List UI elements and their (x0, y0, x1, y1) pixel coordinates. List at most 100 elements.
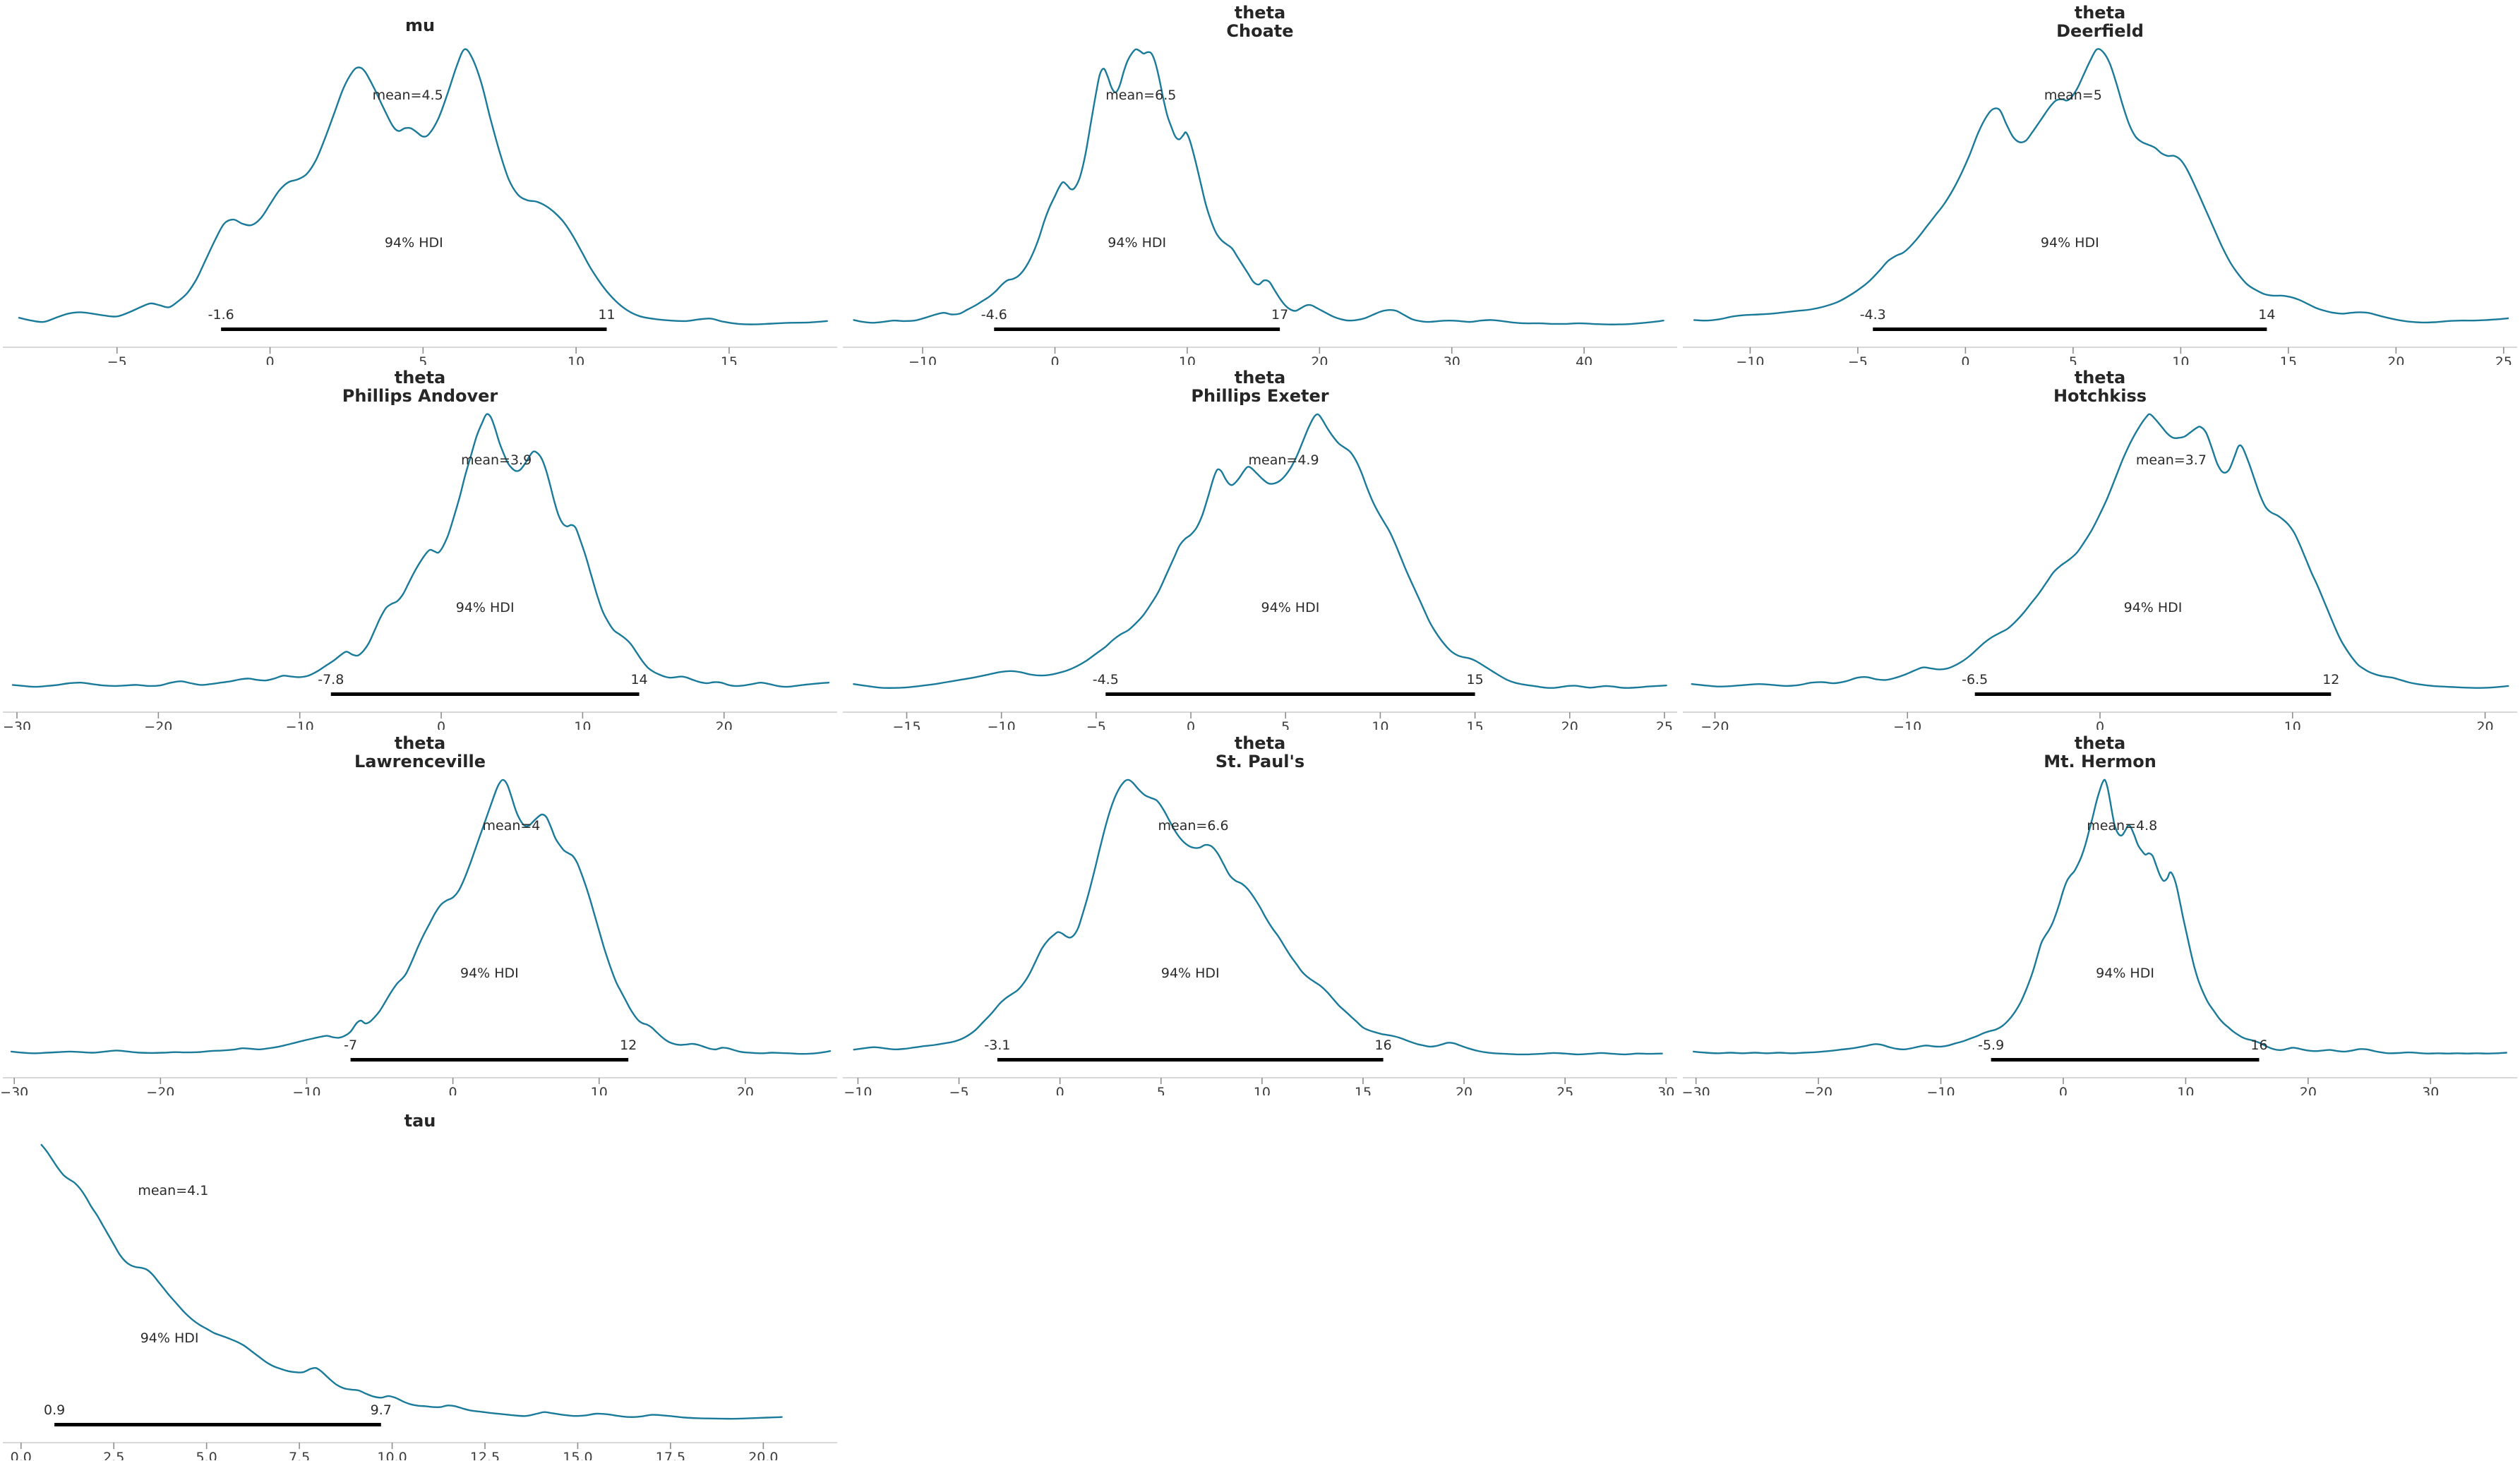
x-tick-label: −10 (908, 354, 937, 365)
subplot-theta-phillips-andover: theta Phillips Andover −30 −20 −10 0 10 20 -7.8 1… (0, 365, 840, 730)
subplot-theta-hotchkiss: theta Hotchkiss −20 −10 0 10 20 -6.5 12 94% HDI me… (1680, 365, 2520, 730)
hdi-probability-label: 94% HDI (385, 235, 443, 251)
hdi-probability-label: 94% HDI (1108, 235, 1166, 251)
hdi-bar (994, 327, 1280, 331)
x-tick-label: 0 (449, 1085, 457, 1095)
x-tick-label: −30 (0, 1085, 28, 1095)
kde-curve (1693, 778, 2507, 1054)
subplot-title-line2: Mt. Hermon (2044, 752, 2156, 771)
mean-label: mean=4.5 (373, 88, 443, 103)
x-tick-label: −10 (844, 1085, 872, 1095)
hdi-probability-label: 94% HDI (456, 600, 515, 615)
x-tick-label: 10 (2177, 1085, 2194, 1095)
subplot-title-line1: theta (395, 733, 446, 753)
x-tick-label: 10 (591, 1085, 608, 1095)
hdi-high-label: 9.7 (371, 1402, 392, 1418)
mean-label: mean=3.9 (461, 452, 532, 468)
kde-curve (853, 413, 1667, 689)
mean-label: mean=5 (2044, 88, 2102, 103)
subplot-title-line1: theta (1235, 3, 1286, 23)
hdi-low-label: -4.5 (1093, 672, 1119, 687)
x-tick-label: 20.0 (748, 1450, 778, 1460)
x-tick-label: 5.0 (196, 1450, 217, 1460)
kde-curve (1691, 413, 2509, 689)
hdi-low-label: -4.6 (981, 307, 1007, 323)
x-tick-label: 0 (2096, 719, 2104, 730)
hdi-high-label: 12 (620, 1038, 637, 1053)
subplot-title-line1: mu (405, 16, 435, 35)
subplot-title-line2: Choate (1226, 21, 1293, 41)
x-tick-label: 15 (1355, 1085, 1372, 1095)
hdi-high-label: 14 (2258, 307, 2275, 323)
subplot-title-line1: theta (395, 368, 446, 387)
hdi-high-label: 17 (1271, 307, 1288, 323)
subplot-title-line2: St. Paul's (1216, 752, 1304, 771)
subplot-title-line1: theta (2075, 3, 2126, 23)
hdi-low-label: -1.6 (208, 307, 234, 323)
x-tick-label: −10 (988, 719, 1016, 730)
x-tick-label: −30 (1682, 1085, 1710, 1095)
mean-label: mean=4.8 (2087, 818, 2157, 834)
x-tick-label: −10 (1926, 1085, 1955, 1095)
hdi-probability-label: 94% HDI (2041, 235, 2099, 251)
subplot-title-line1: theta (2075, 733, 2126, 753)
x-tick-label: 20 (1561, 719, 1578, 730)
x-tick-label: 20 (737, 1085, 754, 1095)
x-tick-label: 10.0 (377, 1450, 407, 1460)
x-tick-label: 25 (1556, 1085, 1573, 1095)
x-tick-label: 5 (1281, 719, 1290, 730)
x-tick-label: 20 (716, 719, 733, 730)
hdi-low-label: -3.1 (984, 1038, 1010, 1053)
x-tick-label: 5 (2069, 354, 2077, 365)
hdi-low-label: -6.5 (1962, 672, 1988, 687)
x-tick-label: 0 (437, 719, 445, 730)
hdi-high-label: 11 (598, 307, 615, 323)
hdi-probability-label: 94% HDI (1161, 966, 1220, 981)
hdi-bar (350, 1058, 629, 1062)
x-tick-label: 12.5 (470, 1450, 500, 1460)
x-tick-label: 0 (1187, 719, 1195, 730)
x-tick-label: 20 (2387, 354, 2404, 365)
hdi-bar (330, 692, 640, 696)
x-tick-label: 10 (1372, 719, 1388, 730)
hdi-bar (1991, 1058, 2260, 1062)
hdi-probability-label: 94% HDI (140, 1330, 199, 1346)
x-tick-label: 10 (2284, 719, 2301, 730)
subplot-title-line2: Hotchkiss (2053, 386, 2147, 406)
x-tick-label: 0 (265, 354, 274, 365)
kde-curve (10, 778, 832, 1055)
mean-label: mean=4.1 (138, 1183, 208, 1198)
subplot-title-line2: Phillips Andover (342, 386, 498, 406)
x-tick-label: −20 (1700, 719, 1729, 730)
hdi-low-label: 0.9 (44, 1402, 65, 1418)
x-tick-label: −20 (146, 1085, 174, 1095)
subplot-title-line1: theta (2075, 368, 2126, 387)
hdi-probability-label: 94% HDI (2096, 966, 2154, 981)
x-tick-label: 20 (1311, 354, 1328, 365)
x-tick-label: 10 (574, 719, 591, 730)
x-tick-label: 15 (1466, 719, 1483, 730)
x-tick-label: 20 (1456, 1085, 1472, 1095)
hdi-bar (1873, 327, 2267, 331)
hdi-bar (997, 1058, 1384, 1062)
hdi-probability-label: 94% HDI (2124, 600, 2183, 615)
hdi-probability-label: 94% HDI (1261, 600, 1320, 615)
hdi-low-label: -5.9 (1978, 1038, 2004, 1053)
x-tick-label: 7.5 (289, 1450, 310, 1460)
x-tick-label: −5 (1086, 719, 1106, 730)
mean-label: mean=6.5 (1105, 88, 1176, 103)
x-tick-label: −20 (1804, 1085, 1832, 1095)
x-tick-label: 0 (1050, 354, 1059, 365)
subplot-theta-mt-hermon: theta Mt. Hermon −30 −20 −10 0 10 20 30 -5.9 16 94%… (1680, 730, 2520, 1095)
x-tick-label: −5 (107, 354, 127, 365)
x-tick-label: 5 (419, 354, 427, 365)
kde-curve (853, 48, 1664, 325)
subplot-canvas-mu: mu −5 0 5 10 15 -1.6 11 94% HDI mean=4.5 (3, 16, 837, 365)
x-tick-label: −20 (144, 719, 172, 730)
x-tick-label: 40 (1576, 354, 1592, 365)
subplot-theta-phillips-exeter: theta Phillips Exeter −15 −10 −5 0 5 10 15 20 25 -4… (840, 365, 1680, 730)
hdi-low-label: -4.3 (1860, 307, 1886, 323)
